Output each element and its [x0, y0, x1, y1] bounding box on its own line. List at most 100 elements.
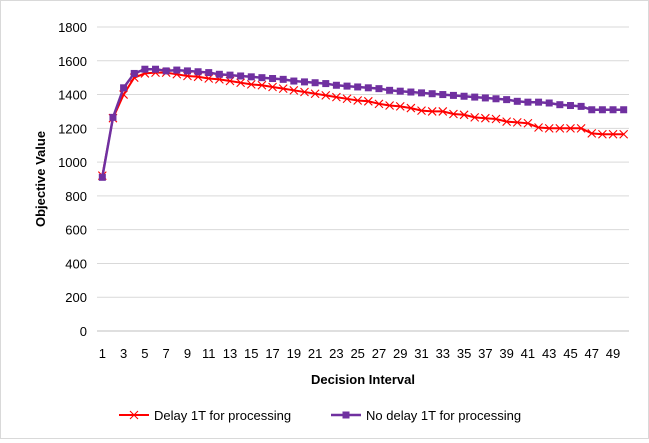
data-point-stroke	[342, 94, 352, 104]
data-point	[428, 90, 436, 98]
x-tick-label: 31	[414, 346, 428, 361]
data-point	[545, 99, 553, 107]
data-point	[566, 123, 575, 133]
data-point	[258, 74, 266, 82]
data-point-stroke	[470, 112, 480, 122]
data-point	[205, 69, 213, 77]
x-tick-label: 21	[308, 346, 322, 361]
data-point-stroke	[438, 107, 448, 116]
data-point	[152, 65, 160, 73]
series-1	[97, 68, 629, 181]
x-tick-label: 49	[606, 346, 620, 361]
data-point	[311, 79, 319, 87]
data-point	[503, 96, 511, 104]
data-point	[290, 77, 298, 85]
data-point	[162, 67, 170, 75]
series-line	[101, 67, 624, 178]
data-point	[406, 103, 416, 113]
data-point	[502, 117, 512, 126]
data-point	[268, 82, 277, 92]
data-point	[300, 87, 309, 97]
data-point-stroke	[278, 84, 288, 94]
legend-label: No delay 1T for processing	[366, 408, 521, 423]
data-point	[491, 114, 501, 124]
legend-marker	[342, 411, 350, 419]
data-point-stroke	[310, 89, 320, 99]
y-tick-label: 1400	[58, 88, 87, 103]
x-tick-label: 5	[141, 346, 148, 361]
data-point	[587, 129, 597, 138]
y-tick-label: 0	[80, 324, 87, 339]
data-point-stroke	[353, 96, 363, 105]
y-tick-label: 400	[65, 256, 87, 271]
data-point	[449, 109, 458, 119]
data-point	[385, 101, 394, 110]
data-point	[215, 70, 223, 78]
data-point	[576, 123, 586, 133]
data-point	[130, 69, 138, 77]
x-tick-label: 9	[184, 346, 191, 361]
data-point	[236, 78, 246, 88]
data-point	[269, 75, 277, 83]
data-point	[492, 95, 500, 103]
data-point	[535, 98, 543, 106]
data-point-stroke	[534, 123, 543, 132]
data-point	[353, 96, 363, 105]
data-point	[321, 91, 331, 100]
data-point-stroke	[480, 113, 490, 123]
data-point	[374, 99, 384, 109]
data-point	[481, 94, 489, 102]
data-point-stroke	[512, 118, 522, 127]
x-axis-title: Decision Interval	[311, 372, 415, 387]
data-point	[513, 97, 521, 105]
data-point	[343, 82, 351, 90]
data-point	[555, 123, 565, 133]
data-point	[246, 80, 256, 89]
data-point	[98, 173, 106, 181]
data-point	[523, 118, 533, 128]
data-point-stroke	[523, 118, 533, 128]
x-tick-label: 45	[563, 346, 577, 361]
x-tick-label: 35	[457, 346, 471, 361]
data-point	[278, 84, 288, 94]
data-point	[609, 106, 617, 114]
data-point	[332, 81, 340, 89]
data-point-stroke	[555, 123, 565, 133]
data-point-stroke	[587, 129, 597, 138]
y-axis-ticks: 0 200 400 600 800 1000 1200 1400 1600 1800	[58, 20, 87, 339]
legend: Delay 1T for processing No delay 1T for p…	[119, 408, 521, 423]
data-point-stroke	[598, 129, 607, 139]
y-tick-label: 600	[65, 223, 87, 238]
data-point	[598, 129, 607, 139]
x-tick-label: 39	[499, 346, 513, 361]
data-point-stroke	[236, 78, 246, 88]
x-tick-label: 25	[350, 346, 364, 361]
gridlines	[97, 26, 629, 298]
data-point	[109, 113, 117, 121]
data-point	[427, 107, 437, 116]
data-point	[386, 86, 394, 94]
data-point	[247, 73, 255, 81]
data-point-stroke	[332, 92, 341, 102]
data-point-stroke	[417, 106, 426, 115]
legend-item-1: Delay 1T for processing	[119, 408, 291, 423]
data-point	[470, 112, 480, 122]
data-point	[471, 93, 479, 101]
data-point-stroke	[363, 96, 373, 106]
data-point-stroke	[321, 91, 331, 100]
data-point	[375, 85, 383, 93]
x-tick-label: 11	[202, 346, 216, 361]
data-point	[544, 123, 554, 133]
data-point	[459, 110, 469, 120]
data-point-stroke	[395, 101, 405, 111]
data-point	[534, 123, 543, 132]
data-point	[439, 91, 447, 99]
data-point	[588, 106, 596, 114]
x-tick-label: 13	[223, 346, 237, 361]
data-point-stroke	[246, 80, 256, 89]
data-point-stroke	[257, 80, 267, 90]
x-tick-label: 33	[436, 346, 450, 361]
data-point	[363, 96, 373, 106]
data-point	[418, 89, 426, 97]
